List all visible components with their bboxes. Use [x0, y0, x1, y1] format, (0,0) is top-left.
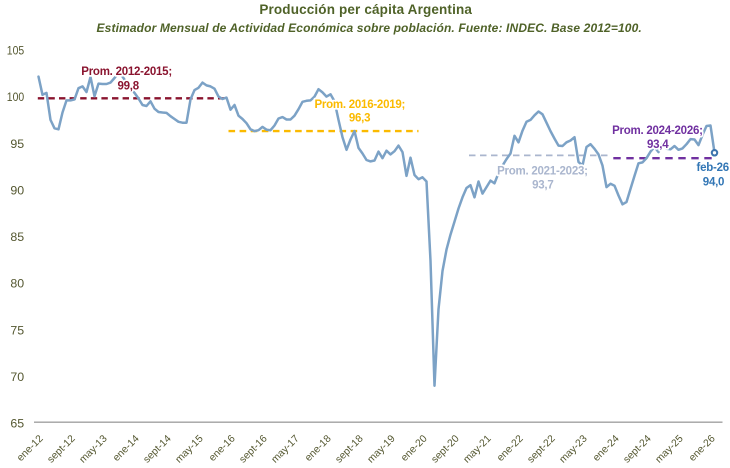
svg-text:85: 85 — [10, 230, 24, 244]
svg-text:Estimador Mensual de Actividad: Estimador Mensual de Actividad Económica… — [97, 21, 642, 35]
svg-text:100: 100 — [7, 90, 25, 104]
svg-text:70: 70 — [10, 370, 24, 384]
svg-text:feb-26;: feb-26; — [697, 162, 730, 174]
svg-text:105: 105 — [7, 44, 25, 58]
svg-text:80: 80 — [10, 277, 24, 291]
svg-text:90: 90 — [10, 184, 24, 198]
svg-text:Producción per cápita Argentin: Producción per cápita Argentina — [259, 2, 472, 17]
svg-text:75: 75 — [10, 323, 24, 337]
svg-text:Prom. 2021-2023;: Prom. 2021-2023; — [497, 166, 588, 178]
svg-text:95: 95 — [10, 137, 24, 151]
svg-text:Prom. 2024-2026;: Prom. 2024-2026; — [612, 125, 703, 137]
svg-text:Prom. 2016-2019;: Prom. 2016-2019; — [314, 99, 405, 111]
svg-text:65: 65 — [10, 417, 24, 431]
svg-text:99,8: 99,8 — [118, 80, 140, 92]
svg-text:93,7: 93,7 — [532, 180, 553, 192]
svg-text:94,0: 94,0 — [703, 177, 724, 189]
svg-text:Prom. 2012-2015;: Prom. 2012-2015; — [81, 66, 172, 78]
svg-text:93,4: 93,4 — [647, 139, 669, 151]
svg-text:96,3: 96,3 — [349, 112, 370, 124]
